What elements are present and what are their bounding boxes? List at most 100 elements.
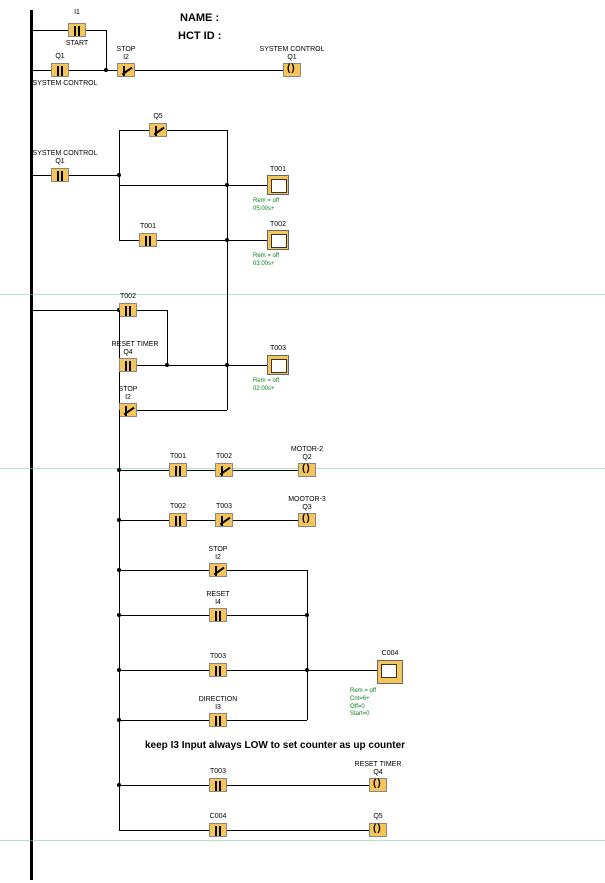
wire [119,175,120,240]
wire [233,470,298,471]
hct-label: HCT ID : [178,30,221,42]
label-t002c: T002 [120,293,136,300]
wire [119,130,120,175]
label-q1-3: Q1 [55,158,64,165]
label-q4-2: Q4 [373,769,382,776]
label-i3: I3 [215,704,221,711]
contact-i1 [68,23,86,37]
label-t002m: T002 [170,503,186,510]
label-syscon: SYSTEM CONTROL [33,80,98,87]
label-c004: C004 [382,650,399,657]
wire [106,30,107,70]
wire [33,70,51,71]
contact-t003r [209,778,227,792]
node [104,68,108,72]
wire [119,670,209,671]
label-q5-2: Q5 [373,813,382,820]
node [117,668,121,672]
contact-q5-nc [149,123,167,137]
node [117,783,121,787]
contact-direction [209,713,227,727]
wire [227,185,228,240]
contact-q1 [51,63,69,77]
wire [227,615,307,616]
node [165,363,169,367]
wire [233,520,298,521]
label-t003c: T003 [210,653,226,660]
wire [187,520,215,521]
coil-q1 [283,63,301,77]
wire [307,570,308,670]
wire [119,720,209,721]
label-t003r: T003 [210,768,226,775]
label-reset-timer: RESET TIMER [112,341,159,348]
label-stop: STOP [117,46,136,53]
param-t002: Rem = off03:00s+ [253,253,279,269]
label-syscon2: SYSTEM CONTROL [260,46,325,53]
label-q1-2: Q1 [287,54,296,61]
wire [119,410,120,830]
label-t002nc: T002 [216,453,232,460]
label-q2: Q2 [302,454,311,461]
wire [119,130,149,131]
label-t002: T002 [270,221,286,228]
wire [119,615,209,616]
coil-q3 [298,513,316,527]
label-stop3: STOP [209,546,228,553]
coil-q4 [369,778,387,792]
label-i1: I1 [74,9,80,16]
label-i2-2: I2 [125,394,131,401]
wire [167,310,168,365]
node [117,613,121,617]
wire [137,310,167,311]
timer-t003 [267,355,289,375]
label-motor3: MOOTOR-3 [288,496,326,503]
label-t001: T001 [270,166,286,173]
contact-t001m [169,463,187,477]
contact-t002m [169,513,187,527]
wire [119,470,169,471]
wire [187,470,215,471]
wire [119,785,209,786]
node [305,613,309,617]
label-reset-timer2: RESET TIMER [355,761,402,768]
wire [119,520,169,521]
guide-line [0,294,605,295]
label-syscon3: SYSTEM CONTROL [33,150,98,157]
label-i2: I2 [123,54,129,61]
wire [119,570,209,571]
label-t001m: T001 [170,453,186,460]
wire [157,240,267,241]
wire [227,130,228,185]
contact-t003c [209,663,227,677]
wire [33,175,51,176]
wire [86,30,106,31]
left-power-rail [30,10,33,880]
wire [227,240,228,365]
guide-line [0,840,605,841]
contact-q1b [51,168,69,182]
label-i4: I4 [215,599,221,606]
note-text: keep I3 Input always LOW to set counter … [145,740,405,751]
label-q1: Q1 [55,53,64,60]
timer-t002 [267,230,289,250]
node [117,568,121,572]
wire [227,570,307,571]
param-t001: Rem = off05:00s+ [253,198,279,214]
wire [33,310,119,311]
param-c004: Rem = offCnt=6+Off=0Start=0 [350,688,376,719]
wire [119,240,139,241]
param-t003: Rem = off02:00s+ [253,378,279,394]
contact-stop-nc [117,63,135,77]
wire [69,175,119,176]
node [117,468,121,472]
wire [227,785,369,786]
contact-t003nc [215,513,233,527]
wire [307,670,308,720]
node [117,518,121,522]
wire [119,185,267,186]
coil-q2 [298,463,316,477]
label-start: START [66,40,88,47]
wire [119,830,209,831]
contact-q4 [119,358,137,372]
